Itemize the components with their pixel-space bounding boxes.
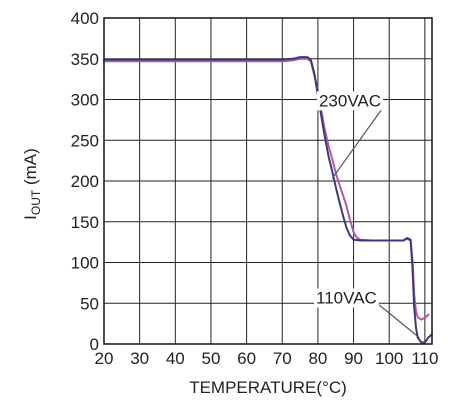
y-tick-label: 0	[90, 335, 99, 354]
y-axis-label-suffix: (mA)	[21, 148, 40, 190]
annotation-label: 110VAC	[316, 289, 377, 308]
annotation-layer: 230VAC 110VAC	[314, 91, 384, 308]
y-tick-label: 400	[71, 9, 99, 28]
x-tick-label: 40	[166, 349, 185, 368]
x-tick-label: 110	[411, 349, 438, 368]
x-tick-label: 30	[130, 349, 149, 368]
annotation-background	[316, 91, 384, 111]
x-tick-label: 60	[237, 349, 256, 368]
y-tick-label: 200	[71, 172, 99, 191]
x-tick-label: 70	[273, 349, 292, 368]
y-tick-label: 150	[71, 213, 99, 232]
y-tick-label: 300	[71, 91, 99, 110]
y-tick-label: 350	[71, 50, 99, 69]
y-tick-label: 50	[80, 294, 99, 313]
plot-frame	[103, 17, 433, 345]
x-tick-label: 50	[201, 349, 220, 368]
x-tick-label: 90	[344, 349, 363, 368]
grid-layer	[103, 17, 432, 345]
x-tick-label: 20	[95, 349, 114, 368]
annotation-label: 230VAC	[319, 91, 381, 110]
annotation-leader	[378, 304, 420, 338]
y-tick-label: 100	[71, 254, 99, 273]
annotation-leader	[331, 107, 384, 179]
x-tick-labels: 20 30 40 50 60 70 80 90 100 110	[95, 349, 439, 368]
y-tick-label: 250	[71, 131, 99, 150]
x-tick-label: 80	[308, 349, 327, 368]
y-tick-labels: 0 50 100 150 200 250 300 350 400	[71, 9, 99, 354]
y-axis-label-sub: OUT	[29, 189, 43, 215]
y-axis-label: IOUT (mA)	[21, 148, 43, 220]
leader-layer	[331, 107, 420, 338]
series-layer	[103, 56, 433, 344]
series-line-110vac	[103, 56, 433, 344]
x-tick-label: 100	[375, 349, 403, 368]
y-axis-label-main: I	[21, 215, 40, 220]
annotation-background	[314, 288, 379, 308]
x-axis-label: TEMPERATURE(°C)	[189, 378, 347, 397]
